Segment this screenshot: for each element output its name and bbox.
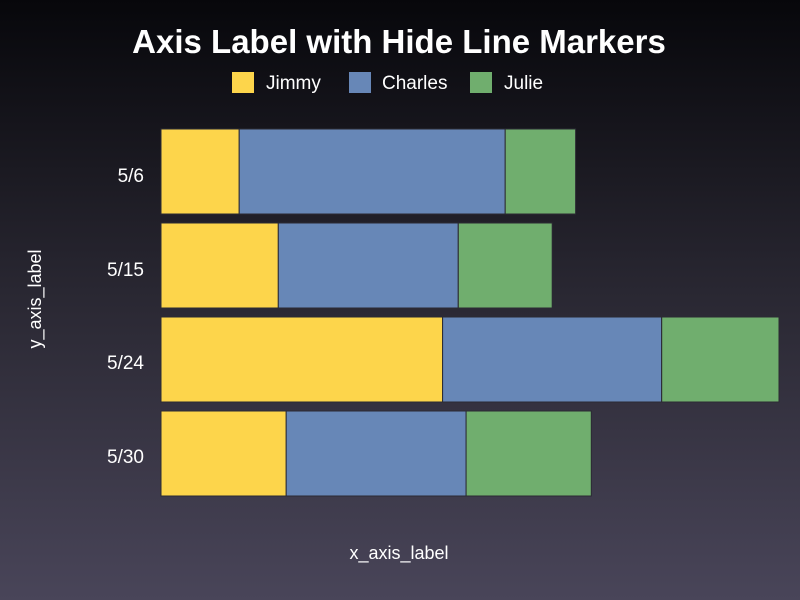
legend: Jimmy Charles Julie xyxy=(232,72,543,94)
y-tick-label: 5/30 xyxy=(107,447,144,468)
legend-swatch-julie xyxy=(470,72,492,93)
bar-charles-5-6[interactable] xyxy=(239,129,505,214)
legend-swatch-jimmy xyxy=(232,72,254,93)
bar-charles-5-24[interactable] xyxy=(443,317,662,402)
bar-julie-5-6[interactable] xyxy=(505,129,575,214)
chart-title: Axis Label with Hide Line Markers xyxy=(132,23,666,60)
legend-label-jimmy: Jimmy xyxy=(266,73,321,94)
legend-swatch-charles xyxy=(349,72,371,93)
bar-julie-5-30[interactable] xyxy=(466,411,591,496)
legend-item-jimmy[interactable]: Jimmy xyxy=(232,72,321,94)
bar-julie-5-15[interactable] xyxy=(458,223,552,308)
bar-charles-5-15[interactable] xyxy=(278,223,458,308)
y-axis-ticks: 5/6 5/15 5/24 5/30 xyxy=(107,166,144,468)
bar-jimmy-5-30[interactable] xyxy=(161,411,286,496)
legend-item-julie[interactable]: Julie xyxy=(470,72,543,94)
legend-label-charles: Charles xyxy=(382,73,447,94)
y-axis-label: y_axis_label xyxy=(25,249,46,348)
bar-charles-5-30[interactable] xyxy=(286,411,466,496)
legend-label-julie: Julie xyxy=(504,73,543,94)
y-tick-label: 5/6 xyxy=(118,166,144,187)
legend-item-charles[interactable]: Charles xyxy=(349,72,447,94)
y-tick-label: 5/15 xyxy=(107,260,144,281)
bar-jimmy-5-24[interactable] xyxy=(161,317,443,402)
bar-julie-5-24[interactable] xyxy=(662,317,779,402)
y-tick-label: 5/24 xyxy=(107,353,144,374)
x-axis-label: x_axis_label xyxy=(349,543,448,564)
bars-group xyxy=(161,129,779,496)
bar-jimmy-5-15[interactable] xyxy=(161,223,278,308)
bar-jimmy-5-6[interactable] xyxy=(161,129,239,214)
